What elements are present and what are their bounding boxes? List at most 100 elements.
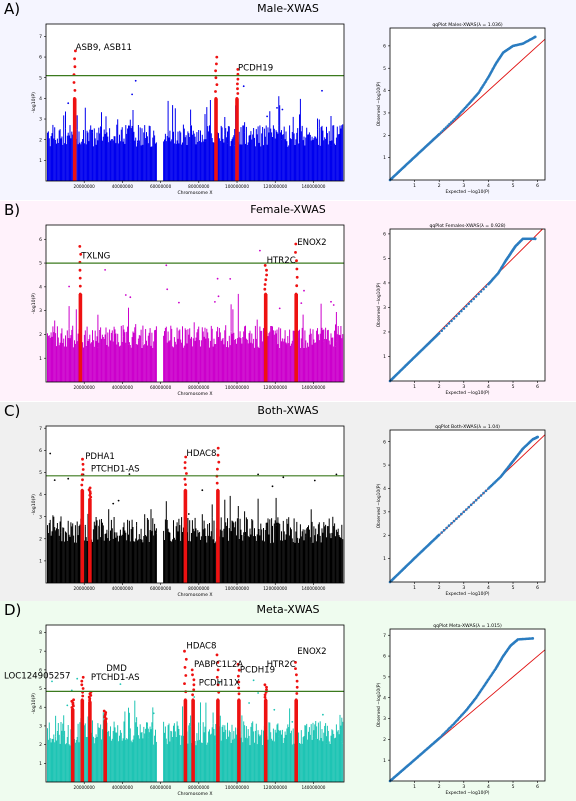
qq-x-tick-label: 2 — [438, 384, 441, 390]
manhattan-x-tick-label: 60000000 — [150, 785, 172, 790]
qq-y-tick-label: 2 — [383, 533, 386, 539]
manhattan-y-tick-label: 7 — [39, 426, 42, 432]
gene-annotation: PDHA1 — [85, 452, 115, 462]
qq-x-tick-label: 3 — [462, 585, 465, 591]
gene-annotation: PABPC1L2A — [194, 660, 243, 670]
manhattan-y-tick-label: 6 — [39, 448, 42, 454]
qq-y-tick-label: 6 — [383, 439, 386, 445]
qq-x-axis-label: Expected −log10(P) — [446, 591, 490, 597]
manhattan-peak — [88, 691, 93, 782]
manhattan-y-tick-label: 1 — [39, 558, 42, 564]
qq-y-tick-label: 5 — [383, 463, 386, 469]
qq-title: qqPlot Males-XWAS(λ = 1.036) — [432, 22, 503, 28]
manhattan-x-axis-label: Chromosome X — [177, 391, 212, 397]
manhattan-y-tick-label: 1 — [39, 761, 42, 767]
qq-y-tick-label: 3 — [383, 716, 386, 722]
manhattan-y-tick-label: 3 — [39, 724, 42, 730]
manhattan-peak — [103, 710, 108, 782]
qq-y-tick-label: 6 — [383, 43, 386, 49]
gene-annotation: PTCHD1-AS — [91, 673, 140, 683]
manhattan-x-tick-label: 140000000 — [301, 785, 325, 790]
manhattan-y-tick-label: 4 — [39, 284, 42, 290]
gene-annotation: LOC124905257 — [4, 671, 70, 681]
manhattan-x-axis-label: Chromosome X — [177, 190, 212, 196]
qq-x-tick-label: 4 — [487, 384, 490, 390]
gene-annotation: ASB9, ASB11 — [76, 43, 132, 53]
manhattan-y-tick-label: 1 — [39, 158, 42, 164]
manhattan-x-axis-label: Chromosome X — [177, 592, 212, 598]
manhattan-x-tick-label: 100000000 — [225, 385, 249, 390]
qq-y-tick-label: 1 — [383, 155, 386, 161]
qq-x-tick-label: 5 — [512, 585, 515, 591]
qq-x-tick-label: 2 — [438, 784, 441, 790]
qq-y-tick-label: 6 — [383, 232, 386, 238]
qq-x-tick-label: 4 — [487, 784, 490, 790]
manhattan-y-axis-label: -log10(P) — [31, 494, 37, 515]
qq-x-tick-label: 3 — [462, 384, 465, 390]
qq-y-axis-label: Observed −log10(P) — [376, 282, 382, 327]
manhattan-x-tick-label: 120000000 — [263, 586, 287, 591]
manhattan-y-tick-label: 2 — [39, 137, 42, 143]
qq-title: qqPlot Females-XWAS(λ = 0.928) — [429, 223, 505, 229]
qq-y-tick-label: 4 — [383, 88, 386, 94]
manhattan-y-tick-label: 6 — [39, 55, 42, 61]
gene-annotation: HDAC8 — [186, 641, 216, 651]
manhattan-x-tick-label: 20000000 — [74, 586, 96, 591]
qq-x-tick-label: 3 — [462, 183, 465, 189]
manhattan-y-axis-label: -log10(P) — [31, 92, 37, 113]
manhattan-y-tick-label: 6 — [39, 237, 42, 243]
qq-x-tick-label: 6 — [536, 183, 539, 189]
manhattan-y-axis-label: -log10(P) — [31, 293, 37, 314]
manhattan-x-tick-label: 120000000 — [263, 385, 287, 390]
manhattan-y-tick-label: 4 — [39, 705, 42, 711]
qq-y-axis-label: Observed −log10(P) — [376, 81, 382, 126]
manhattan-y-tick-label: 8 — [39, 630, 42, 636]
qq-title: qqPlot Meta-XWAS(λ = 1.015) — [433, 623, 502, 629]
manhattan-y-tick-label: 3 — [39, 514, 42, 520]
gene-annotation: HTR2C — [267, 660, 296, 670]
qq-x-tick-label: 1 — [413, 784, 416, 790]
manhattan-y-tick-label: 2 — [39, 332, 42, 338]
manhattan-x-tick-label: 40000000 — [112, 184, 134, 189]
qq-y-tick-label: 1 — [383, 556, 386, 562]
qq-title: qqPlot Both-XWAS(λ = 1.04) — [435, 424, 500, 430]
qq-y-tick-label: 5 — [383, 66, 386, 72]
qq-x-tick-label: 1 — [413, 183, 416, 189]
manhattan-y-tick-label: 5 — [39, 686, 42, 692]
qq-x-tick-label: 3 — [462, 784, 465, 790]
gene-annotation: PTCHD1-AS — [91, 464, 140, 474]
manhattan-x-tick-label: 100000000 — [225, 184, 249, 189]
qq-x-tick-label: 4 — [487, 585, 490, 591]
manhattan-x-tick-label: 140000000 — [301, 385, 325, 390]
manhattan-x-tick-label: 120000000 — [263, 184, 287, 189]
qq-y-tick-label: 5 — [383, 674, 386, 680]
qq-y-tick-label: 2 — [383, 737, 386, 743]
manhattan-y-tick-label: 4 — [39, 492, 42, 498]
manhattan-x-axis-label: Chromosome X — [177, 791, 212, 797]
qq-x-tick-label: 1 — [413, 585, 416, 591]
qq-y-tick-label: 4 — [383, 281, 386, 287]
manhattan-x-tick-label: 40000000 — [112, 785, 134, 790]
manhattan-x-tick-label: 80000000 — [188, 184, 210, 189]
qq-x-axis-label: Expected −log10(P) — [446, 189, 490, 195]
manhattan-x-tick-label: 60000000 — [150, 184, 172, 189]
manhattan-y-tick-label: 7 — [39, 649, 42, 655]
gene-annotation: PCDH11X — [199, 679, 240, 689]
qq-y-tick-label: 1 — [383, 758, 386, 764]
qq-x-tick-label: 6 — [536, 784, 539, 790]
manhattan-y-tick-label: 2 — [39, 536, 42, 542]
qq-x-tick-label: 4 — [487, 183, 490, 189]
gene-annotation: HTR2C — [267, 256, 296, 266]
manhattan-x-tick-label: 140000000 — [301, 184, 325, 189]
manhattan-y-tick-label: 5 — [39, 75, 42, 81]
qq-x-tick-label: 2 — [438, 585, 441, 591]
manhattan-y-tick-label: 1 — [39, 356, 42, 362]
